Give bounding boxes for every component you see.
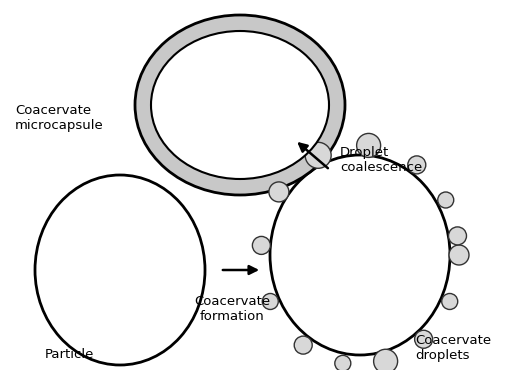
Text: Coacervate
formation: Coacervate formation bbox=[193, 295, 270, 323]
Ellipse shape bbox=[356, 134, 380, 157]
Ellipse shape bbox=[414, 330, 432, 348]
Ellipse shape bbox=[441, 293, 457, 309]
Ellipse shape bbox=[150, 31, 328, 179]
Ellipse shape bbox=[268, 182, 288, 202]
Ellipse shape bbox=[334, 355, 350, 370]
Ellipse shape bbox=[448, 245, 468, 265]
Ellipse shape bbox=[135, 15, 344, 195]
Text: Droplet
coalescence: Droplet coalescence bbox=[339, 146, 421, 174]
Text: Coacervate
microcapsule: Coacervate microcapsule bbox=[15, 104, 104, 132]
Text: Coacervate
droplets: Coacervate droplets bbox=[414, 334, 490, 362]
Ellipse shape bbox=[270, 155, 449, 355]
Ellipse shape bbox=[437, 192, 453, 208]
Ellipse shape bbox=[35, 175, 205, 365]
Ellipse shape bbox=[305, 142, 330, 168]
Ellipse shape bbox=[373, 349, 397, 370]
Ellipse shape bbox=[447, 227, 466, 245]
Ellipse shape bbox=[262, 293, 278, 309]
Ellipse shape bbox=[407, 156, 425, 174]
Ellipse shape bbox=[252, 236, 270, 255]
Ellipse shape bbox=[293, 336, 312, 354]
Text: Particle: Particle bbox=[45, 349, 94, 361]
